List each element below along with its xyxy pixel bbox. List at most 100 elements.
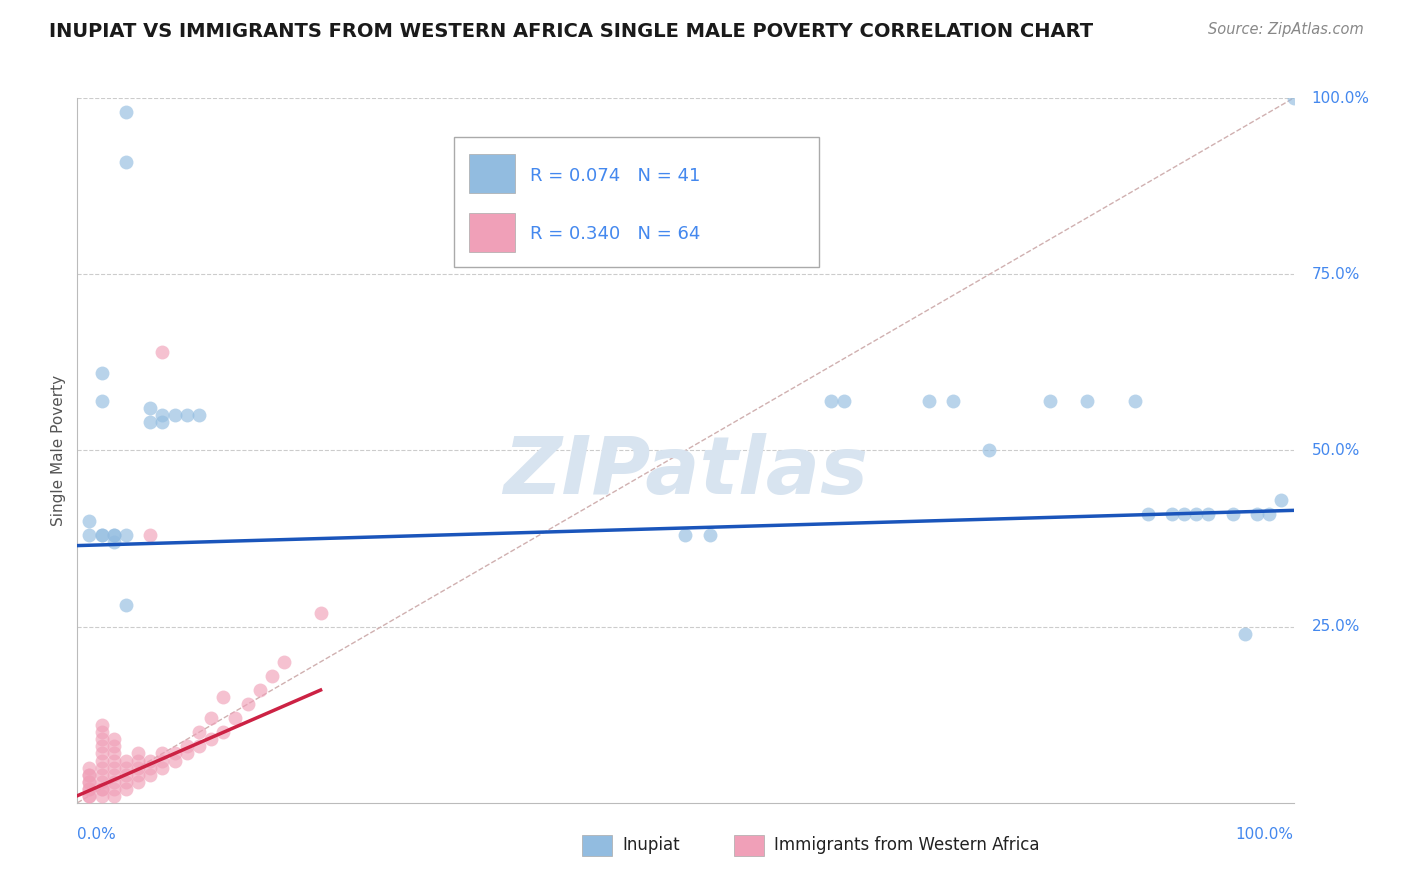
Point [918, 394, 941, 409]
Point [103, 760, 125, 774]
Point [127, 774, 149, 789]
Point [90, 754, 112, 768]
Point [1161, 507, 1184, 521]
Point [90, 725, 112, 739]
Point [79, 781, 101, 796]
Point [90, 394, 112, 409]
Point [979, 443, 1001, 458]
Point [103, 535, 125, 549]
Point [188, 408, 211, 422]
Point [115, 754, 138, 768]
Point [90, 781, 112, 796]
Point [188, 739, 211, 754]
Point [1076, 394, 1098, 409]
FancyBboxPatch shape [734, 835, 765, 855]
Point [1125, 394, 1147, 409]
Point [90, 528, 112, 542]
Point [103, 528, 125, 542]
Point [115, 774, 138, 789]
Point [90, 767, 112, 781]
Point [103, 747, 125, 761]
Text: 100.0%: 100.0% [1236, 828, 1294, 842]
Point [115, 781, 138, 796]
Text: Inupiat: Inupiat [623, 836, 681, 854]
Y-axis label: Single Male Poverty: Single Male Poverty [51, 375, 66, 526]
Point [115, 154, 138, 169]
Text: 100.0%: 100.0% [1312, 91, 1369, 105]
Point [163, 754, 186, 768]
Point [1222, 507, 1244, 521]
Point [820, 394, 842, 409]
Point [103, 739, 125, 754]
Point [139, 528, 162, 542]
Point [152, 344, 174, 359]
Point [139, 401, 162, 416]
Point [90, 739, 112, 754]
FancyBboxPatch shape [470, 154, 515, 194]
Point [1270, 492, 1292, 507]
Point [1136, 507, 1159, 521]
Text: R = 0.074   N = 41: R = 0.074 N = 41 [530, 167, 700, 185]
Point [79, 781, 101, 796]
Point [249, 683, 271, 698]
Text: 50.0%: 50.0% [1312, 443, 1360, 458]
Point [152, 415, 174, 429]
Point [79, 774, 101, 789]
Point [90, 747, 112, 761]
Text: Immigrants from Western Africa: Immigrants from Western Africa [775, 836, 1039, 854]
Point [163, 747, 186, 761]
Point [152, 408, 174, 422]
Point [1039, 394, 1062, 409]
Point [90, 774, 112, 789]
Point [1197, 507, 1219, 521]
Point [212, 690, 235, 705]
Text: 0.0%: 0.0% [77, 828, 117, 842]
Point [139, 415, 162, 429]
Text: 75.0%: 75.0% [1312, 267, 1360, 282]
Point [115, 760, 138, 774]
Point [942, 394, 965, 409]
Point [309, 606, 332, 620]
Text: R = 0.340   N = 64: R = 0.340 N = 64 [530, 225, 700, 244]
Point [79, 760, 101, 774]
Point [699, 528, 721, 542]
Point [224, 711, 246, 725]
Point [90, 718, 112, 732]
Point [103, 774, 125, 789]
Point [103, 754, 125, 768]
Point [79, 528, 101, 542]
Point [212, 725, 235, 739]
Point [675, 528, 697, 542]
FancyBboxPatch shape [582, 835, 613, 855]
Point [176, 747, 198, 761]
Point [79, 789, 101, 803]
Point [139, 767, 162, 781]
Text: Source: ZipAtlas.com: Source: ZipAtlas.com [1208, 22, 1364, 37]
Point [163, 408, 186, 422]
Point [90, 732, 112, 747]
Point [832, 394, 855, 409]
Point [79, 767, 101, 781]
Point [1173, 507, 1195, 521]
Point [115, 528, 138, 542]
Point [79, 514, 101, 528]
Point [90, 528, 112, 542]
Point [176, 739, 198, 754]
Point [127, 767, 149, 781]
Point [115, 767, 138, 781]
Point [90, 781, 112, 796]
Point [200, 711, 222, 725]
Point [103, 732, 125, 747]
Point [176, 408, 198, 422]
Text: INUPIAT VS IMMIGRANTS FROM WESTERN AFRICA SINGLE MALE POVERTY CORRELATION CHART: INUPIAT VS IMMIGRANTS FROM WESTERN AFRIC… [49, 22, 1094, 41]
Point [1233, 626, 1256, 640]
FancyBboxPatch shape [470, 213, 515, 252]
Point [236, 697, 259, 711]
Point [79, 767, 101, 781]
Point [103, 789, 125, 803]
Point [103, 767, 125, 781]
Point [103, 781, 125, 796]
Point [90, 789, 112, 803]
Point [79, 774, 101, 789]
Point [90, 366, 112, 380]
